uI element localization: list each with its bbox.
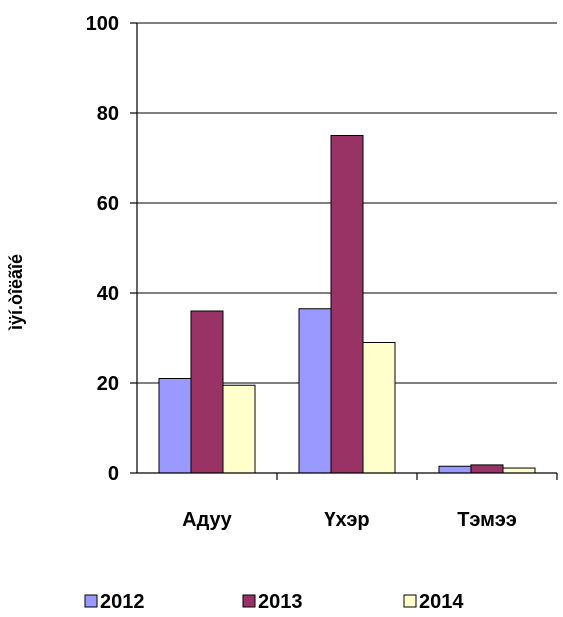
legend-label-2014: 2014 <box>419 591 464 613</box>
category-labels: Адуу Үхэр Тэмээ <box>182 509 517 531</box>
legend-label-2013: 2013 <box>258 591 303 613</box>
category-label: Тэмээ <box>457 509 517 531</box>
legend-swatch-2013 <box>242 594 256 608</box>
bar-2013-1 <box>190 310 224 474</box>
bar-2013-2 <box>330 135 364 474</box>
bar-2013-3 <box>470 464 504 474</box>
bar-2012-2 <box>298 308 332 474</box>
axes <box>130 22 558 480</box>
legend-label-2012: 2012 <box>100 591 145 613</box>
y-tick-label: 100 <box>86 13 119 35</box>
y-axis-label: ìÿí.òîëãîé <box>6 254 26 331</box>
legend: 2012 2013 2014 <box>84 591 464 613</box>
y-tick-label: 20 <box>97 373 119 395</box>
legend-swatch-2014 <box>403 594 417 608</box>
y-tick-label: 80 <box>97 103 119 125</box>
y-tick-label: 0 <box>108 463 119 485</box>
y-tick-label: 60 <box>97 193 119 215</box>
category-label: Үхэр <box>324 509 369 531</box>
bar-2012-1 <box>158 378 192 474</box>
bar-2014-3 <box>502 467 536 474</box>
bar-2014-1 <box>222 384 256 474</box>
category-label: Адуу <box>182 509 233 531</box>
bar-2014-2 <box>362 342 396 474</box>
legend-swatch-2012 <box>84 594 98 608</box>
bar-2012-3 <box>438 465 472 474</box>
y-tick-label: 40 <box>97 283 119 305</box>
bars <box>158 135 536 474</box>
y-tick-labels: 0 20 40 60 80 100 <box>86 13 119 485</box>
